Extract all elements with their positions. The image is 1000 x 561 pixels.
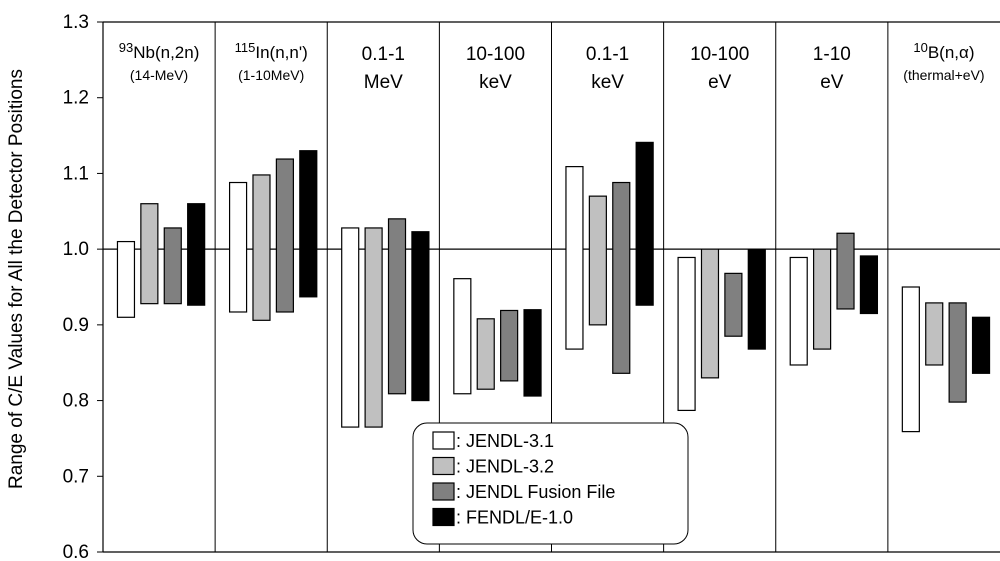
bars-layer bbox=[116, 141, 991, 433]
range-bar bbox=[453, 278, 472, 395]
legend-swatch bbox=[432, 456, 455, 476]
range-bar bbox=[163, 227, 182, 305]
y-tick-label: 1.2 bbox=[63, 88, 89, 109]
range-bar bbox=[724, 272, 743, 337]
category-label: 115In(n,n') bbox=[235, 40, 308, 62]
category-main-text: B(n,α) bbox=[928, 43, 975, 62]
range-bar bbox=[341, 227, 360, 428]
range-bar bbox=[523, 309, 542, 397]
category-superscript: 115 bbox=[235, 40, 256, 55]
category-sublabel: keV bbox=[479, 72, 512, 93]
range-bar bbox=[411, 231, 430, 402]
legend: : JENDL-3.1 : JENDL-3.2 : JENDL Fusion Fil… bbox=[412, 422, 689, 545]
range-bar bbox=[116, 240, 136, 318]
category-superscript: 10 bbox=[913, 40, 927, 55]
category-sublabel: keV bbox=[591, 72, 624, 93]
legend-label: : JENDL Fusion File bbox=[456, 482, 615, 502]
range-bar bbox=[364, 227, 383, 428]
range-bar bbox=[635, 141, 654, 306]
category-sublabel: eV bbox=[820, 72, 844, 93]
range-bar bbox=[836, 232, 855, 310]
range-bar bbox=[476, 318, 495, 390]
y-tick-label: 0.6 bbox=[63, 542, 89, 561]
category-main-text: In(n,n') bbox=[255, 43, 307, 62]
category-sublabel: eV bbox=[708, 72, 732, 93]
range-bar bbox=[299, 150, 318, 298]
y-tick-label: 0.9 bbox=[63, 315, 89, 336]
range-bar bbox=[971, 316, 991, 374]
range-bar bbox=[565, 166, 584, 350]
legend-box bbox=[412, 422, 689, 545]
range-bar bbox=[948, 302, 967, 403]
range-bar bbox=[387, 218, 407, 395]
y-tick-label: 0.7 bbox=[63, 466, 89, 487]
y-tick-label: 0.8 bbox=[63, 391, 89, 412]
legend-label: : JENDL-3.1 bbox=[456, 431, 554, 451]
category-main-text: Nb(n,2n) bbox=[133, 43, 199, 62]
range-bar bbox=[700, 248, 720, 379]
y-axis: 0.6 0.7 0.8 0.9 1.0 1.1 1.2 1.3 bbox=[63, 12, 103, 561]
range-bar bbox=[677, 256, 696, 412]
range-bar bbox=[813, 248, 832, 350]
legend-label: : FENDL/E-1.0 bbox=[456, 508, 573, 528]
category-label: 10-100 bbox=[466, 44, 525, 65]
y-tick-label: 1.1 bbox=[63, 163, 89, 184]
category-sublabel: (1-10MeV) bbox=[238, 67, 304, 83]
category-label: 10-100 bbox=[690, 44, 749, 65]
range-bar bbox=[187, 203, 206, 306]
y-tick-label: 1.3 bbox=[63, 12, 89, 33]
range-bar bbox=[500, 309, 519, 382]
range-bar bbox=[612, 181, 631, 374]
y-tick-label: 1.0 bbox=[63, 239, 89, 260]
range-bar bbox=[747, 248, 766, 350]
legend-swatch bbox=[432, 482, 455, 501]
range-bar bbox=[859, 255, 879, 315]
category-sublabel: (14-MeV) bbox=[130, 67, 188, 83]
category-label: 10B(n,α) bbox=[913, 40, 974, 62]
category-labels: 93Nb(n,2n) (14-MeV) 115In(n,n') (1-10MeV) 0.… bbox=[119, 40, 985, 93]
range-bar bbox=[901, 286, 920, 433]
legend-swatch bbox=[432, 431, 455, 450]
range-bar bbox=[789, 256, 808, 366]
range-bar bbox=[275, 158, 294, 313]
category-sublabel: MeV bbox=[364, 72, 403, 93]
category-label: 0.1-1 bbox=[586, 44, 629, 65]
legend-swatch bbox=[432, 507, 455, 527]
legend-label: : JENDL-3.2 bbox=[456, 457, 554, 477]
category-superscript: 93 bbox=[119, 40, 133, 55]
range-bar bbox=[228, 181, 248, 313]
range-bar bbox=[925, 302, 944, 366]
range-bar bbox=[252, 174, 271, 321]
category-label: 0.1-1 bbox=[362, 44, 405, 65]
y-axis-label: Range of C/E Values for All the Detector… bbox=[6, 69, 27, 489]
category-label: 93Nb(n,2n) bbox=[119, 40, 200, 62]
range-bar bbox=[588, 195, 607, 326]
category-sublabel: (thermal+eV) bbox=[903, 67, 984, 83]
range-bar bbox=[140, 203, 159, 305]
category-label: 1-10 bbox=[813, 44, 851, 65]
